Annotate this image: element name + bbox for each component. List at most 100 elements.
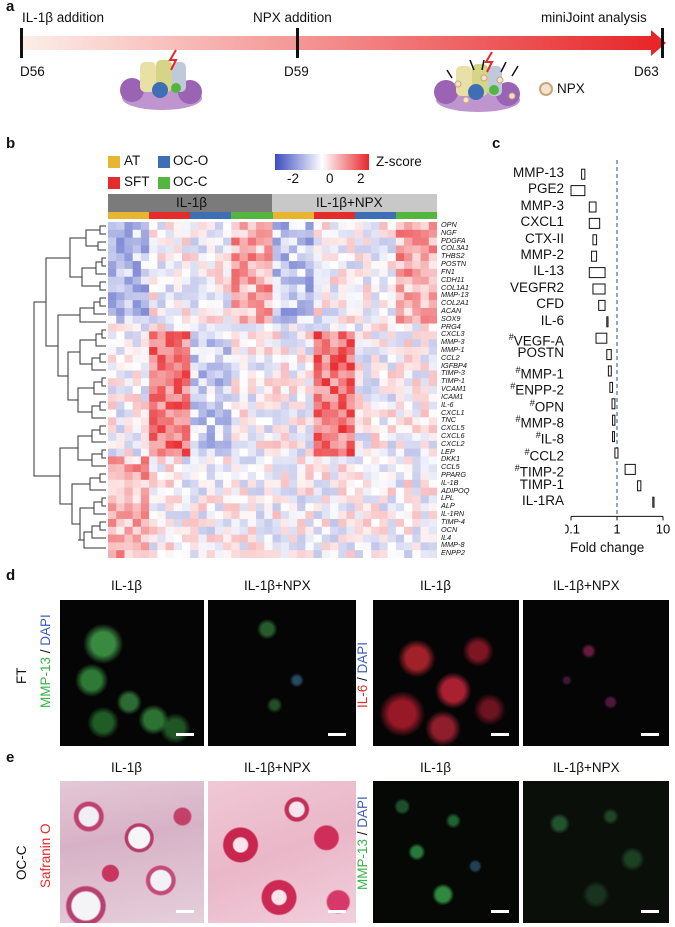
heatmap-cell [173,393,183,403]
heatmap-cell [206,542,216,551]
heatmap-cell [354,276,364,285]
heatmap-cell [330,276,339,285]
heatmap-cell [404,362,413,371]
heatmap-cell [288,511,298,520]
heatmap-cell [206,268,216,277]
heatmap-cell [412,268,421,277]
heatmap-cell [206,440,216,449]
heatmap-cell [330,268,339,277]
heatmap-cell [157,370,166,379]
heatmap-cell [108,440,117,449]
heatmap-cell [420,432,430,442]
heatmap-cell [165,456,175,465]
heatmap-cell [305,378,314,387]
heatmap-cell [280,534,290,543]
heatmap-cell [428,307,437,317]
heatmap-cell [297,393,306,403]
fold-change-name: CTX-II [525,230,564,246]
heatmap-cell [297,307,306,317]
heatmap-cell [149,440,158,449]
heatmap-cell [412,440,421,449]
heatmap-cell [124,464,133,473]
heatmap-cell [108,300,117,309]
heatmap-cell [420,425,430,434]
heatmap-cell [395,425,405,434]
heatmap-cell [395,323,405,332]
fold-change-name: POSTN [517,345,564,361]
heatmap-cell [305,456,314,465]
heatmap-cell [223,362,232,371]
heatmap-cell [288,245,298,254]
heatmap-cell [190,432,199,442]
heatmap-cell [264,339,273,348]
heatmap-cell [395,261,405,270]
heatmap-cell [157,550,166,558]
heatmap-cell [149,386,158,395]
heatmap-cell [321,479,331,488]
heatmap-cell [173,362,183,371]
heatmap-cell [116,409,125,418]
heatmap-cell [313,261,323,270]
heatmap-cell [404,550,413,558]
heatmap-cell [198,292,207,301]
heatmap-cell [297,315,306,324]
heatmap-cell [190,370,199,379]
heatmap-cell [165,300,175,309]
heatmap-cell [198,472,207,481]
heatmap-cell [190,526,199,535]
heatmap-cell [321,464,331,473]
heatmap-cell [288,323,298,332]
heatmap-cell [330,425,339,434]
heatmap-cell [198,331,207,340]
heatmap-cell [362,534,372,543]
heatmap-cell [387,237,397,246]
heatmap-cell [321,534,331,543]
heatmap-cell [412,401,421,410]
heatmap-cell [223,245,232,254]
heatmap-cell [297,268,306,277]
heatmap-cell [264,456,273,465]
heatmap-cell [346,503,356,512]
heatmap-cell [256,331,265,340]
heatmap-cell [305,300,314,309]
heatmap-cell [395,550,405,558]
heatmap-cell [108,268,117,277]
heatmap-cell [206,292,216,301]
heatmap-cell [182,503,191,512]
gene-label: CDH11 [441,274,465,284]
heatmap-cell [313,237,323,246]
heatmap-cell [140,315,150,324]
heatmap-cell [321,487,331,496]
gene-label: ALP [441,501,455,511]
heatmap-cell [321,550,331,558]
heatmap-cell [182,284,191,293]
legend-label-oco: OC-O [173,153,209,168]
heatmap-cell [149,456,158,465]
heatmap-cell [206,362,216,371]
heatmap-cell [330,354,339,363]
heatmap-cell [330,347,339,356]
fold-change-box [611,398,616,410]
heatmap-cell [272,456,282,465]
heatmap-cell [346,323,356,332]
heatmap-cell [280,479,290,488]
heatmap-cell [223,300,232,309]
heatmap-cell [404,518,413,528]
heatmap-cell [198,464,207,473]
heatmap-cell [182,479,191,488]
heatmap-cell [165,511,175,520]
heatmap-cell [346,495,356,504]
heatmap-cell [247,534,257,543]
x-tick-label: 1 [613,521,620,536]
heatmap-cell [428,464,437,473]
heatmap-cell [214,237,224,246]
heatmap-cell [140,378,150,387]
heatmap-cell [362,393,372,403]
heatmap-cell [272,511,282,520]
heatmap-cell [280,550,290,558]
heatmap-cell [321,518,331,528]
heatmap-cell [395,339,405,348]
heatmap-cell [371,440,380,449]
heatmap-cell [173,432,183,442]
heatmap-cell [165,331,175,340]
